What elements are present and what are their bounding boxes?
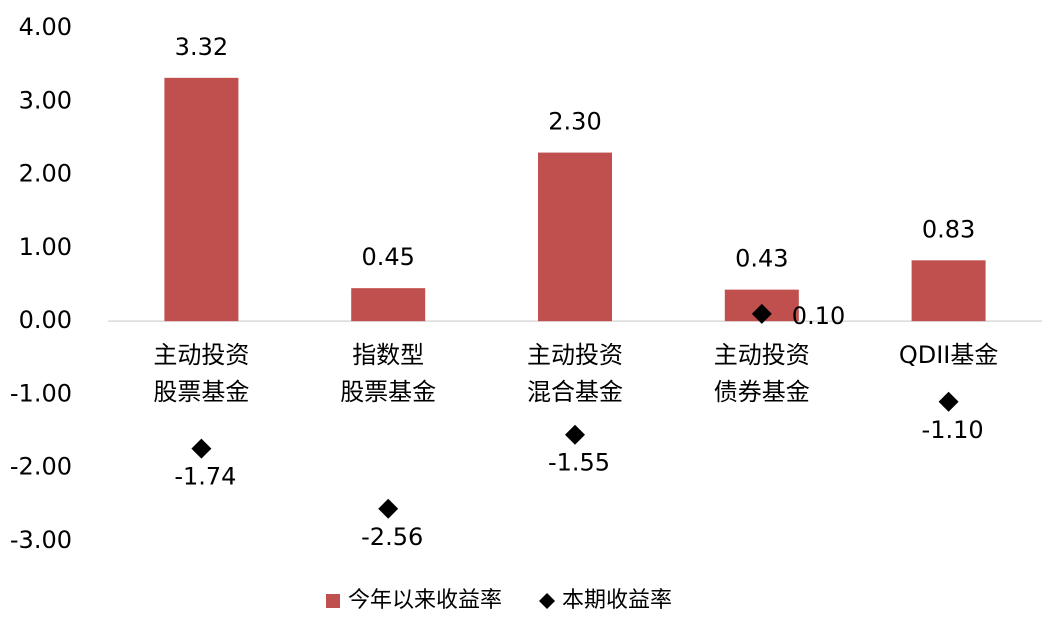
- legend-label: 本期收益率: [562, 588, 672, 613]
- y-tick-label: 1.00: [19, 233, 72, 261]
- data-label: 0.10: [792, 302, 845, 330]
- x-tick-label: 股票基金: [340, 378, 436, 406]
- x-tick-label: 债券基金: [714, 378, 810, 406]
- bar: [164, 77, 239, 322]
- y-tick-label: -1.00: [10, 379, 72, 407]
- data-label: 3.32: [175, 33, 228, 61]
- data-label: -1.10: [922, 416, 984, 444]
- x-tick-label: 指数型: [352, 341, 424, 369]
- marker: [938, 391, 959, 412]
- marker: [191, 438, 212, 459]
- data-label: -1.74: [174, 463, 236, 491]
- x-tick-label: 混合基金: [527, 378, 623, 406]
- x-tick-label: QDII基金: [899, 341, 999, 369]
- legend-swatch: [326, 594, 340, 608]
- marker: [378, 498, 399, 519]
- data-label: 2.30: [548, 108, 601, 136]
- y-tick-label: 2.00: [19, 160, 72, 188]
- x-tick-label: 主动投资: [153, 341, 249, 369]
- legend-label: 今年以来收益率: [348, 588, 502, 613]
- bar: [911, 260, 986, 322]
- legend-swatch: [539, 593, 556, 609]
- y-tick-label: -2.00: [10, 453, 72, 481]
- bar: [351, 288, 426, 322]
- bar: [538, 152, 612, 322]
- y-tick-label: 4.00: [19, 13, 72, 41]
- data-label: -1.55: [548, 449, 610, 477]
- x-tick-label: 主动投资: [714, 341, 810, 369]
- y-tick-label: -3.00: [10, 526, 72, 554]
- x-tick-label: 股票基金: [153, 378, 249, 406]
- marker: [751, 303, 772, 324]
- data-label: -2.56: [361, 523, 423, 551]
- data-label: 0.43: [735, 245, 788, 273]
- y-tick-label: 0.00: [19, 306, 72, 334]
- y-tick-label: 3.00: [19, 86, 72, 114]
- marker: [565, 424, 585, 445]
- x-tick-label: 主动投资: [527, 341, 623, 369]
- data-label: 0.45: [361, 243, 414, 271]
- data-label: 0.83: [922, 215, 975, 243]
